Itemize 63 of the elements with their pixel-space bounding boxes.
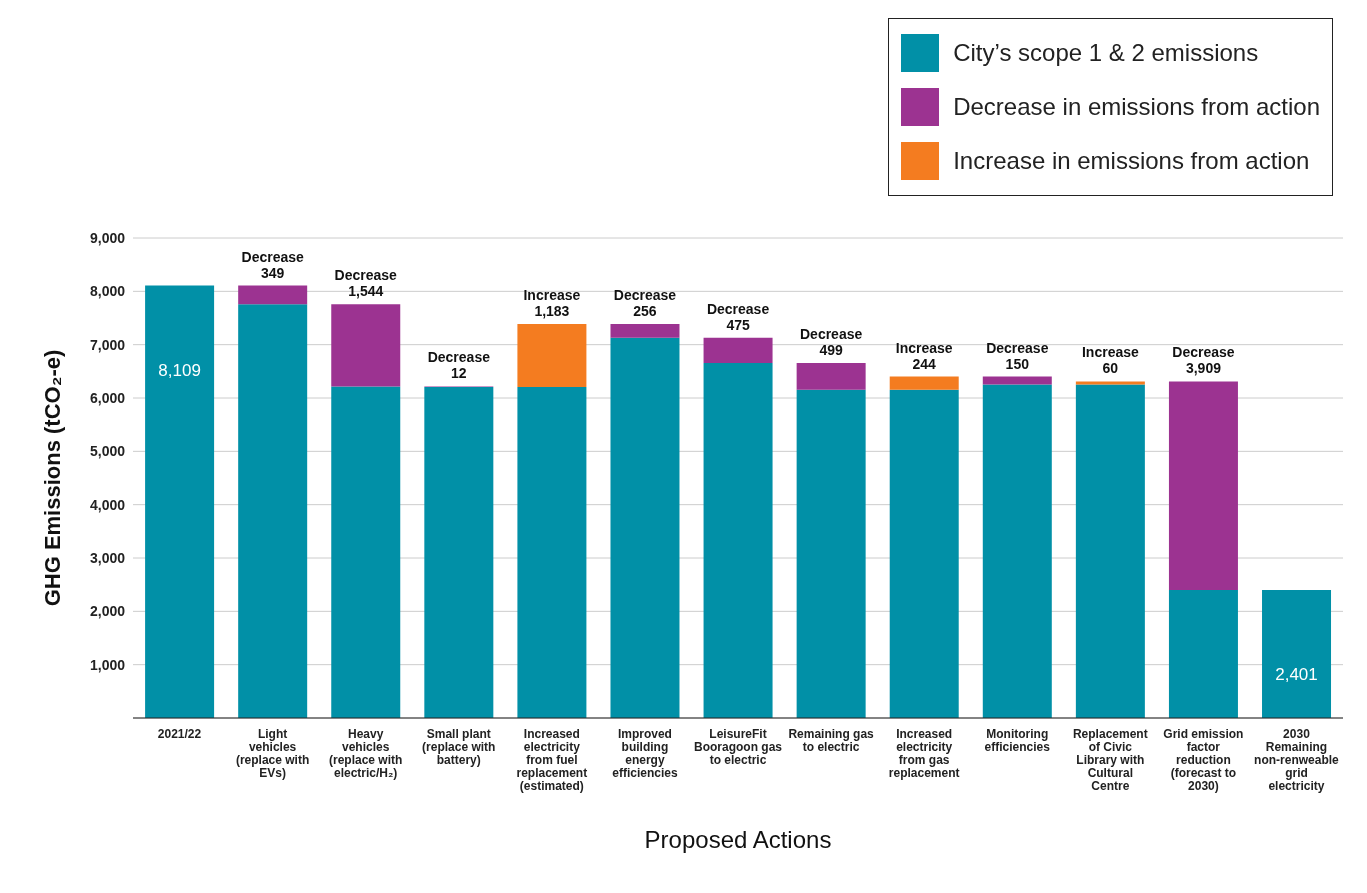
bar (238, 304, 308, 718)
bar (517, 387, 587, 718)
bar (610, 337, 680, 718)
x-tick-label: LeisureFit Booragoon gas to electric (693, 727, 783, 767)
bar (610, 324, 680, 338)
bar (889, 389, 959, 718)
x-tick-label: Increased electricity from gas replacement (888, 727, 960, 780)
bar (703, 337, 773, 364)
bar (982, 384, 1052, 718)
y-tick-label: 7,000 (89, 336, 126, 353)
y-axis-title: GHG Emissions (tCO₂-e) (40, 349, 65, 607)
legend-label: Decrease in emissions from action (953, 93, 1320, 121)
y-tick-label: 8,000 (89, 283, 126, 300)
bar (1262, 589, 1332, 718)
data-label: 8,109 (158, 360, 201, 380)
y-tick-label: 4,000 (89, 496, 126, 513)
bar (796, 389, 866, 718)
legend-label: Increase in emissions from action (953, 147, 1310, 175)
bar (1075, 381, 1145, 385)
y-tick-label: 1,000 (89, 656, 126, 673)
bar (517, 324, 587, 388)
data-label: Increase 244 (895, 339, 953, 372)
x-tick-label: Improved building energy efficiencies (612, 727, 678, 780)
data-label: Decrease 256 (613, 287, 677, 320)
y-tick-label: 5,000 (89, 443, 126, 460)
legend-label: City’s scope 1 & 2 emissions (953, 39, 1259, 67)
x-tick-label: 2021/22 (157, 727, 202, 741)
bar (889, 376, 959, 390)
x-tick-label: Replacement of Civic Library with Cultural Centre (1072, 727, 1148, 793)
x-tick-label: Light vehicles (replace with EVs) (235, 727, 310, 780)
data-label: 2,401 (1275, 664, 1318, 684)
data-label: Decrease 150 (986, 339, 1049, 372)
data-label: Decrease 1,544 (334, 267, 398, 300)
data-label: Decrease 3,909 (1172, 344, 1235, 377)
x-axis-title: Proposed Actions (644, 826, 832, 853)
bar (1168, 381, 1238, 590)
x-tick-label: Remaining gas to electric (788, 727, 875, 754)
x-tick-label: Heavy vehicles (replace with electric/H₂) (329, 727, 403, 780)
bar (703, 363, 773, 718)
bar (424, 387, 494, 718)
bar (1168, 589, 1238, 718)
x-tick-label: Small plant (replace with battery) (422, 727, 496, 767)
data-label: Decrease 475 (706, 300, 770, 333)
x-tick-label: 2030 Remaining non-renweable grid electricity (1254, 727, 1340, 793)
data-label: Decrease 12 (427, 349, 491, 382)
bar (145, 285, 215, 718)
y-tick-label: 2,000 (89, 603, 126, 620)
data-label: Decrease 349 (241, 248, 305, 281)
bar (331, 304, 401, 387)
y-tick-label: 9,000 (89, 229, 126, 246)
bar (1075, 384, 1145, 718)
bar (982, 376, 1052, 385)
bar (331, 386, 401, 718)
data-label: Increase 1,183 (523, 287, 581, 320)
x-tick-label: Monitoring efficiencies (984, 727, 1051, 754)
data-label: Increase 60 (1081, 344, 1139, 377)
data-label: Decrease 499 (800, 326, 863, 359)
bar (796, 363, 866, 390)
x-tick-label: Grid emission factor reduction (forecast to 2030) (1163, 727, 1244, 793)
y-tick-label: 3,000 (89, 549, 126, 566)
bar (238, 285, 308, 305)
x-tick-label: Increased electricity from fuel replacement (estimated) (516, 727, 588, 793)
y-tick-label: 6,000 (89, 389, 126, 406)
